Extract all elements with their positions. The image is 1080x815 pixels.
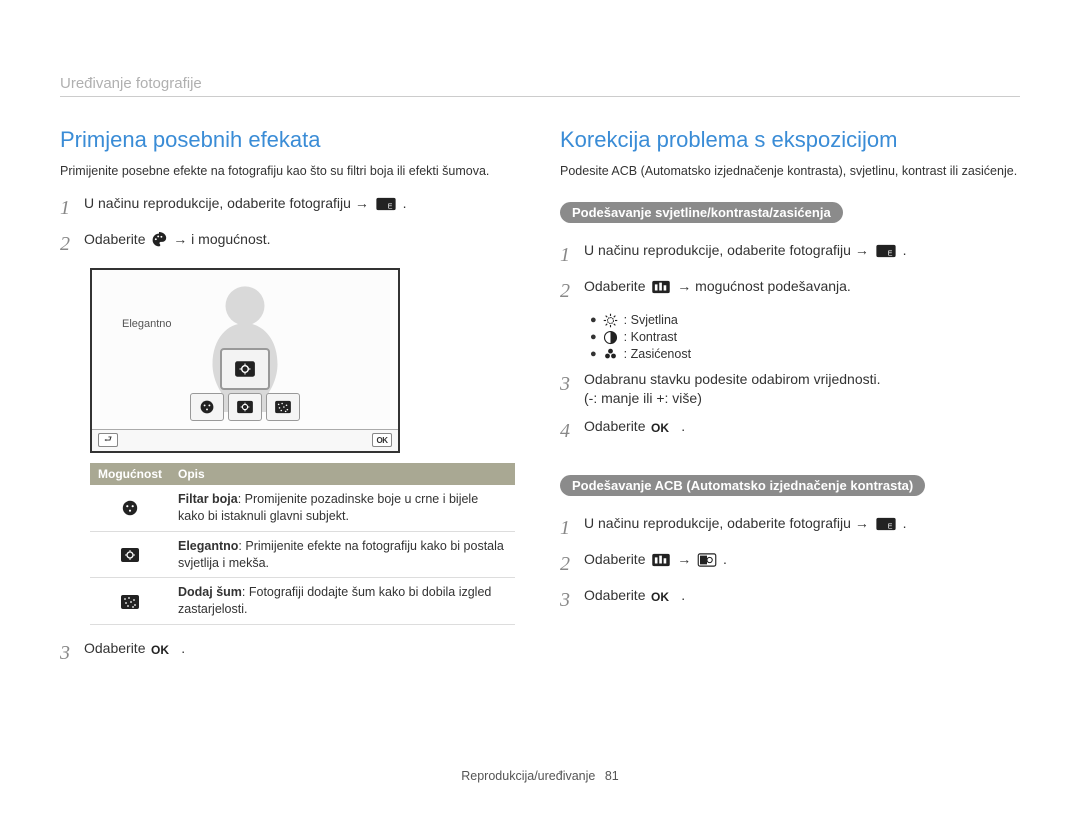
edit-icon bbox=[875, 517, 897, 531]
step-1: 1 U načinu reprodukcije, odaberite fotog… bbox=[560, 241, 1020, 269]
effect-preview: Elegantno ⮐ OK bbox=[90, 268, 400, 453]
option-term: Elegantno bbox=[178, 539, 238, 553]
table-header-option: Mogućnost bbox=[90, 463, 170, 485]
heading-effects: Primjena posebnih efekata bbox=[60, 127, 520, 153]
step-text: Odabranu stavku podesite odabirom vrijed… bbox=[584, 371, 881, 387]
edit-icon bbox=[875, 244, 897, 258]
step-text: . bbox=[903, 515, 907, 531]
adjust-icon bbox=[651, 280, 671, 294]
option-term: Dodaj šum bbox=[178, 585, 242, 599]
step-text: Odaberite bbox=[84, 640, 149, 656]
step-text: Odaberite bbox=[84, 231, 149, 247]
preview-tile bbox=[190, 393, 224, 421]
footer-text: Reprodukcija/uređivanje bbox=[461, 769, 595, 783]
saturation-icon bbox=[603, 347, 618, 362]
ok-icon bbox=[151, 643, 175, 656]
step-text: → mogućnost podešavanja. bbox=[677, 278, 851, 294]
palette-icon bbox=[151, 232, 167, 248]
step-2: 2 Odaberite → i mogućnost. bbox=[60, 230, 520, 258]
step-text: → i mogućnost. bbox=[173, 231, 270, 247]
step-text: U načinu reprodukcije, odaberite fotogra… bbox=[584, 515, 873, 531]
page-number: 81 bbox=[605, 769, 619, 783]
step-2: 2 Odaberite → mogućnost podešavanja. bbox=[560, 277, 1020, 305]
step-text: . bbox=[181, 640, 185, 656]
table-row: Dodaj šum: Fotograﬁji dodajte šum kako b… bbox=[90, 578, 515, 625]
step-1: 1 U načinu reprodukcije, odaberite fotog… bbox=[560, 514, 1020, 542]
step-4: 4 Odaberite . bbox=[560, 417, 1020, 445]
step-text: . bbox=[903, 242, 907, 258]
option-contrast: ● : Kontrast bbox=[590, 330, 1020, 345]
step-text: . bbox=[681, 418, 685, 434]
intro-effects: Primijenite posebne efekte na fotograﬁju… bbox=[60, 163, 520, 180]
step-text: U načinu reprodukcije, odaberite fotogra… bbox=[84, 195, 373, 211]
option-label: : Kontrast bbox=[624, 330, 678, 344]
options-table: Mogućnost Opis Filtar boja: Promijenite … bbox=[90, 463, 515, 625]
option-label: : Svjetlina bbox=[624, 313, 678, 327]
edit-icon bbox=[375, 197, 397, 211]
elegant-icon bbox=[234, 360, 256, 378]
section-special-effects: Primjena posebnih efekata Primijenite po… bbox=[60, 127, 520, 675]
contrast-icon bbox=[603, 330, 618, 345]
step-text: Odaberite bbox=[584, 551, 649, 567]
step-2: 2 Odaberite → . bbox=[560, 550, 1020, 578]
step-text: U načinu reprodukcije, odaberite fotogra… bbox=[584, 242, 873, 258]
table-row: Filtar boja: Promijenite pozadinske boje… bbox=[90, 485, 515, 531]
subheading-bcs: Podešavanje svjetline/kontrasta/zasićenj… bbox=[560, 202, 843, 223]
step-text: Odaberite bbox=[584, 278, 649, 294]
step-text: Odaberite bbox=[584, 587, 649, 603]
step-3: 3 Odaberite . bbox=[560, 586, 1020, 614]
heading-exposure: Korekcija problema s ekspozicijom bbox=[560, 127, 1020, 153]
step-1: 1 U načinu reprodukcije, odaberite fotog… bbox=[60, 194, 520, 222]
step-3: 3 Odabranu stavku podesite odabirom vrij… bbox=[560, 370, 1020, 409]
step-text: Odaberite bbox=[584, 418, 649, 434]
option-brightness: ● : Svjetlina bbox=[590, 313, 1020, 328]
option-saturation: ● : Zasićenost bbox=[590, 347, 1020, 362]
preview-tile-selected bbox=[220, 348, 270, 390]
section-exposure: Korekcija problema s ekspozicijom Podesi… bbox=[560, 127, 1020, 675]
page-footer: Reprodukcija/uređivanje 81 bbox=[0, 769, 1080, 783]
step-text: . bbox=[681, 587, 685, 603]
elegant-icon bbox=[120, 547, 140, 563]
option-label: : Zasićenost bbox=[624, 347, 691, 361]
step-3: 3 Odaberite . bbox=[60, 639, 520, 667]
acb-icon bbox=[697, 553, 717, 567]
noise-icon bbox=[120, 594, 140, 610]
ok-icon bbox=[651, 421, 675, 434]
back-button: ⮐ bbox=[98, 433, 118, 447]
step-hint: (-: manje ili +: više) bbox=[584, 390, 702, 406]
preview-label: Elegantno bbox=[122, 318, 172, 330]
step-text: → bbox=[677, 551, 695, 567]
subheading-acb: Podešavanje ACB (Automatsko izjednačenje… bbox=[560, 475, 925, 496]
filter-icon bbox=[121, 499, 139, 517]
adjust-icon bbox=[651, 553, 671, 567]
table-header-desc: Opis bbox=[170, 463, 515, 485]
step-text: . bbox=[723, 551, 727, 567]
preview-tile bbox=[228, 393, 262, 421]
preview-tile bbox=[266, 393, 300, 421]
intro-exposure: Podesite ACB (Automatsko izjednačenje ko… bbox=[560, 163, 1020, 180]
breadcrumb: Uređivanje fotograﬁje bbox=[60, 75, 1020, 97]
ok-button: OK bbox=[372, 433, 392, 447]
table-row: Elegantno: Primijenite efekte na fotogra… bbox=[90, 531, 515, 578]
ok-icon bbox=[651, 590, 675, 603]
option-term: Filtar boja bbox=[178, 492, 238, 506]
brightness-icon bbox=[603, 313, 618, 328]
step-text: . bbox=[403, 195, 407, 211]
